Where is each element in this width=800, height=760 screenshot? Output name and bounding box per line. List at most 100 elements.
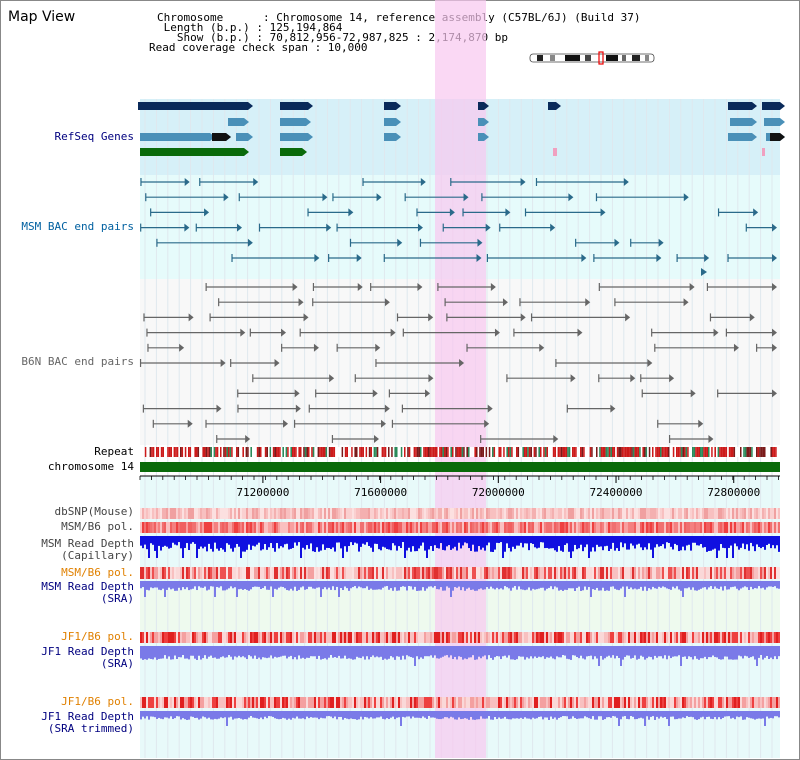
track-label-jf1-depth-sra[interactable]: JF1 Read Depth — [41, 645, 134, 658]
dbsnp-cell — [314, 508, 316, 519]
msm-capillary-depth-bar — [496, 536, 498, 543]
msm-capillary-depth-bar — [660, 536, 662, 546]
track-label-repeat[interactable]: Repeat — [94, 445, 134, 458]
msm-b6-pol-cell — [384, 567, 386, 579]
track-label-jf1-b6-pol-2[interactable]: JF1/B6 pol. — [61, 695, 134, 708]
track-label-msm-b6-pol-2[interactable]: MSM/B6 pol. — [61, 566, 134, 579]
track-label-b6n-bac[interactable]: B6N BAC end pairs — [21, 355, 134, 368]
repeat-segment — [274, 447, 276, 457]
track-label-msm-depth-sra[interactable]: MSM Read Depth — [41, 580, 134, 593]
msm-sra-depth-bar — [420, 581, 422, 591]
dbsnp-cell — [444, 508, 446, 519]
track-label-msm-b6-pol-1[interactable]: MSM/B6 pol. — [61, 520, 134, 533]
repeat-segment — [736, 447, 739, 457]
repeat-segment — [706, 447, 708, 457]
msm-b6-pol-cell — [300, 567, 302, 579]
jf1-sra-depth-bar — [232, 646, 234, 660]
msm-capillary-depth-bar — [716, 536, 718, 558]
msm-sra-depth-bar — [488, 581, 490, 589]
jf1-b6-pol-cell — [292, 697, 294, 708]
msm-sra-depth-bar — [406, 581, 408, 591]
repeat-segment — [626, 447, 628, 457]
jf1-b6-pol-cell — [472, 632, 474, 643]
jf1-b6-pol-cell — [364, 697, 366, 708]
dbsnp-cell — [482, 508, 484, 519]
dbsnp-cell — [574, 508, 576, 519]
msm-sra-depth-bar — [740, 581, 742, 589]
msm-b6-pol-cell — [462, 567, 464, 579]
msm-b6-pol-cell — [438, 567, 440, 579]
jf1-sra-depth-bar — [698, 646, 700, 660]
jf1-b6-pol-cell — [290, 697, 292, 708]
b6n-bac-pair-arrow — [459, 359, 465, 367]
jf1-trimmed-depth-bar — [612, 711, 614, 717]
jf1-trimmed-depth-bar — [256, 711, 258, 719]
jf1-b6-pol-cell — [716, 697, 718, 708]
msm-b6-pol-cell — [186, 522, 188, 533]
dbsnp-cell — [160, 508, 162, 519]
msm-b6-pol-cell — [588, 522, 590, 533]
msm-sra-depth-bar — [162, 581, 164, 589]
jf1-b6-pol-cell — [590, 697, 592, 708]
repeat-segment — [442, 447, 444, 457]
dbsnp-cell — [334, 508, 336, 519]
track-label-chromosome[interactable]: chromosome 14 — [47, 460, 134, 473]
msm-b6-pol-cell — [198, 567, 200, 579]
track-label-refseq[interactable]: RefSeq Genes — [54, 130, 134, 143]
jf1-sra-depth-bar — [152, 646, 154, 660]
msm-sra-depth-bar — [350, 581, 352, 589]
msm-capillary-depth-bar — [304, 536, 306, 550]
msm-capillary-depth-bar — [200, 536, 202, 547]
jf1-trimmed-depth-bar — [204, 711, 206, 718]
jf1-b6-pol-cell — [146, 632, 148, 643]
msm-sra-depth-bar — [204, 581, 206, 587]
jf1-b6-pol-cell — [584, 632, 586, 643]
jf1-b6-pol-cell — [458, 697, 460, 708]
repeat-segment — [365, 447, 368, 457]
jf1-trimmed-depth-bar — [724, 711, 726, 717]
msm-b6-pol-cell — [642, 567, 644, 579]
dbsnp-cell — [620, 508, 622, 519]
b6n-bac-pair-arrow — [188, 313, 194, 322]
jf1-trimmed-depth-bar — [184, 711, 186, 720]
jf1-b6-pol-cell — [508, 697, 510, 708]
track-label-msm-bac[interactable]: MSM BAC end pairs — [21, 220, 134, 233]
repeat-segment — [239, 447, 241, 457]
dbsnp-cell — [588, 508, 590, 519]
repeat-segment — [268, 447, 270, 457]
msm-b6-pol-cell — [372, 567, 374, 579]
b6n-bac-pair-arrow — [294, 389, 300, 398]
msm-sra-depth-bar — [230, 581, 232, 587]
repeat-segment — [578, 447, 580, 457]
dbsnp-cell — [422, 508, 424, 519]
repeat-segment — [482, 447, 484, 457]
repeat-segment — [612, 447, 614, 457]
msm-b6-pol-cell — [454, 522, 456, 533]
msm-capillary-depth-bar — [400, 536, 402, 549]
msm-b6-pol-cell — [196, 522, 198, 533]
jf1-b6-pol-cell — [348, 632, 350, 643]
msm-capillary-depth-bar — [772, 536, 774, 546]
track-label-jf1-depth-trimmed[interactable]: JF1 Read Depth — [41, 710, 134, 723]
track-label-msm-depth-capillary[interactable]: MSM Read Depth — [41, 537, 134, 550]
msm-sra-depth-bar — [198, 581, 200, 587]
dbsnp-cell — [552, 508, 554, 519]
jf1-sra-depth-bar — [476, 646, 478, 660]
jf1-sra-depth-bar — [556, 646, 558, 657]
msm-b6-pol-cell — [246, 567, 248, 579]
track-label-jf1-b6-pol-1[interactable]: JF1/B6 pol. — [61, 630, 134, 643]
dbsnp-cell — [280, 508, 282, 519]
msm-b6-pol-cell — [310, 567, 312, 579]
jf1-b6-pol-cell — [698, 632, 700, 643]
jf1-b6-pol-cell — [738, 632, 740, 643]
jf1-sra-depth-bar — [624, 646, 626, 657]
msm-sra-depth-bar — [650, 581, 652, 590]
dbsnp-cell — [616, 508, 618, 519]
track-label-dbsnp[interactable]: dbSNP(Mouse) — [54, 505, 134, 518]
jf1-b6-pol-cell — [476, 632, 478, 643]
dbsnp-cell — [196, 508, 198, 519]
jf1-sra-depth-bar — [650, 646, 652, 658]
jf1-b6-pol-cell — [504, 632, 506, 643]
repeat-segment — [444, 447, 446, 457]
